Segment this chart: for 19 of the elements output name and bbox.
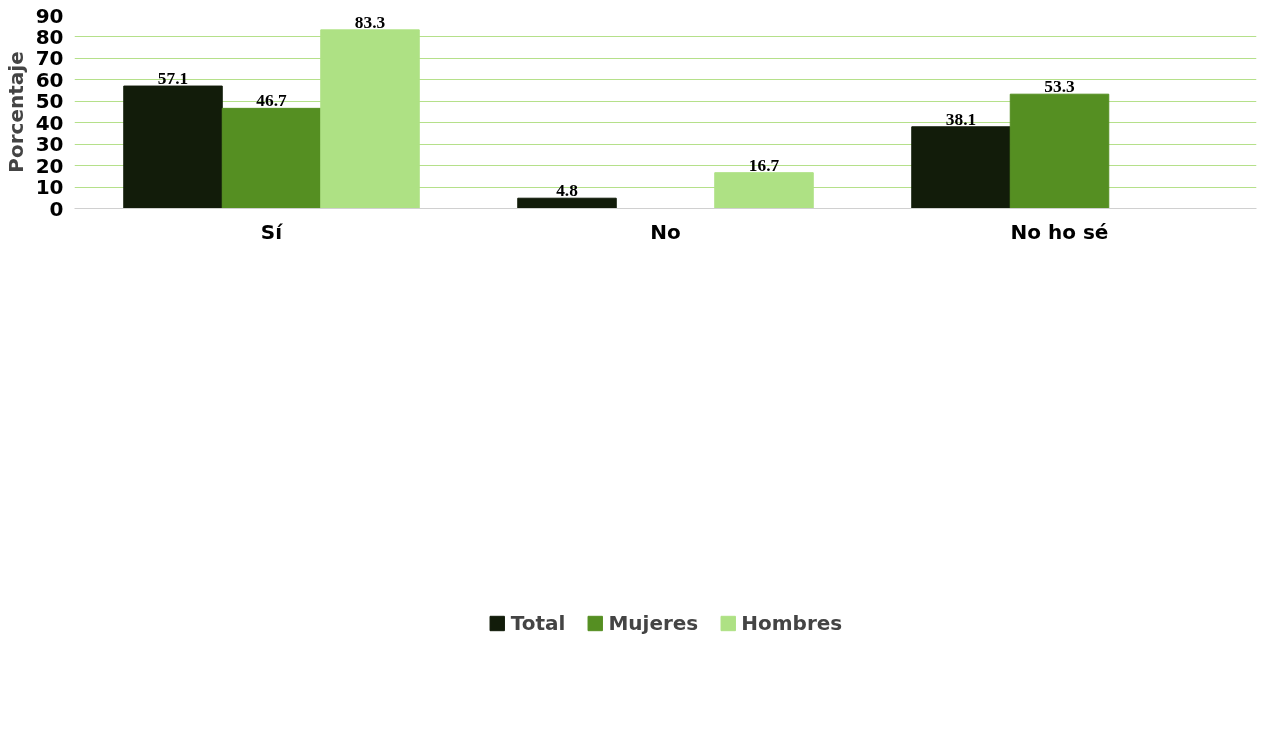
x-tick-label: Sí xyxy=(260,219,284,244)
data-label: 38.1 xyxy=(945,109,977,129)
x-tick-label: No xyxy=(650,219,681,244)
legend-label: Mujeres xyxy=(608,610,699,635)
data-label: 57.1 xyxy=(157,69,189,89)
data-label: 46.7 xyxy=(256,91,287,111)
x-tick-label: No ho sé xyxy=(1010,219,1109,244)
data-label: 16.7 xyxy=(748,155,780,175)
data-label: 83.3 xyxy=(354,12,386,32)
bar xyxy=(911,126,1011,209)
bar xyxy=(221,107,322,209)
data-label: 53.3 xyxy=(1044,77,1075,97)
bar xyxy=(1009,93,1110,209)
bar xyxy=(123,85,223,209)
data-label: 4.8 xyxy=(556,181,579,201)
legend-label: Total xyxy=(510,610,566,635)
y-axis-title: Porcentaje xyxy=(3,51,28,173)
legend-label: Hombres xyxy=(741,610,843,635)
bar xyxy=(517,197,617,209)
